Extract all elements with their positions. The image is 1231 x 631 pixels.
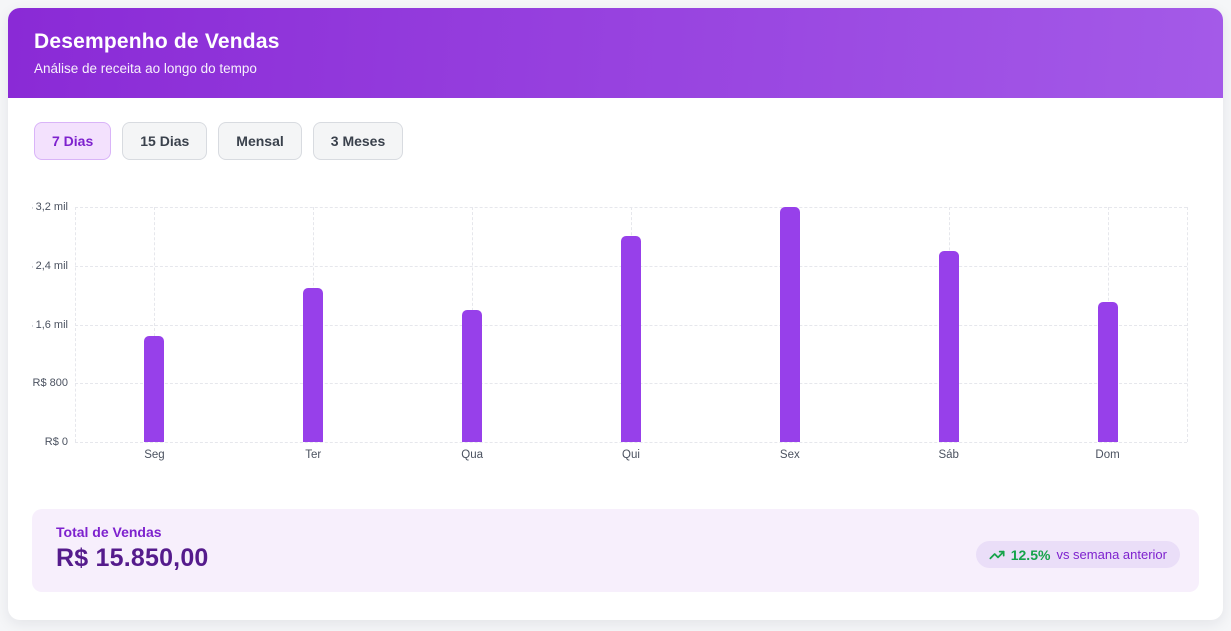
x-axis-label: Seg (144, 449, 165, 461)
bar-sex[interactable] (779, 207, 800, 442)
gridline-horizontal (75, 442, 1187, 443)
bar-seg[interactable] (144, 335, 165, 442)
sales-dashboard-card: Desempenho de Vendas Análise de receita … (8, 8, 1223, 620)
total-sales-label: Total de Vendas (56, 524, 162, 540)
growth-badge: 12.5% vs semana anterior (975, 541, 1180, 568)
y-axis-tick-label: R$ 2,4 mil (32, 259, 68, 272)
page-subtitle: Análise de receita ao longo do tempo (34, 61, 257, 76)
y-axis-tick-label: R$ 1,6 mil (32, 318, 68, 331)
filter-button-15-dias[interactable]: 15 Dias (122, 122, 208, 160)
filter-button-7-dias[interactable]: 7 Dias (34, 122, 112, 160)
x-axis-label: Sex (779, 449, 800, 461)
total-sales-card: Total de Vendas R$ 15.850,00 12.5% vs se… (32, 509, 1199, 592)
bar-qua[interactable] (462, 309, 483, 442)
filter-button-mensal[interactable]: Mensal (218, 122, 302, 160)
x-axis-label: Ter (305, 449, 322, 461)
gridline-vertical (154, 207, 156, 442)
x-axis-label: Qui (622, 449, 640, 461)
bar-ter[interactable] (303, 287, 324, 442)
total-sales-value: R$ 15.850,00 (56, 544, 209, 572)
bar-qui[interactable] (621, 236, 641, 442)
x-axis-label: Qua (461, 449, 484, 461)
y-axis-tick-label: R$ 3,2 mil (32, 201, 68, 213)
revenue-bar-chart: R$ 0 R$ 800 R$ 1,6 mil R$ 2,4 mil R$ 3,2 mil… (32, 182, 1199, 472)
y-axis-tick-label: R$ 0 (44, 436, 68, 448)
period-filter-group: 7 Dias 15 Dias Mensal 3 Meses (34, 122, 404, 160)
gridline-vertical (75, 207, 76, 442)
bar-dom[interactable] (1097, 302, 1118, 442)
y-axis-tick-label: R$ 800 (32, 377, 68, 390)
card-header: Desempenho de Vendas Análise de receita … (8, 8, 1223, 98)
trending-up-icon (989, 547, 1005, 563)
page-title: Desempenho de Vendas (34, 30, 280, 53)
bar-sáb[interactable] (938, 251, 959, 442)
gridline-vertical (1187, 207, 1188, 442)
filter-button-3-meses[interactable]: 3 Meses (312, 122, 404, 160)
x-axis-label: Dom (1095, 449, 1120, 461)
growth-percent: 12.5% (1010, 546, 1051, 563)
growth-comparison-text: vs semana anterior (1056, 547, 1167, 562)
x-axis-label: Sáb (938, 449, 959, 461)
